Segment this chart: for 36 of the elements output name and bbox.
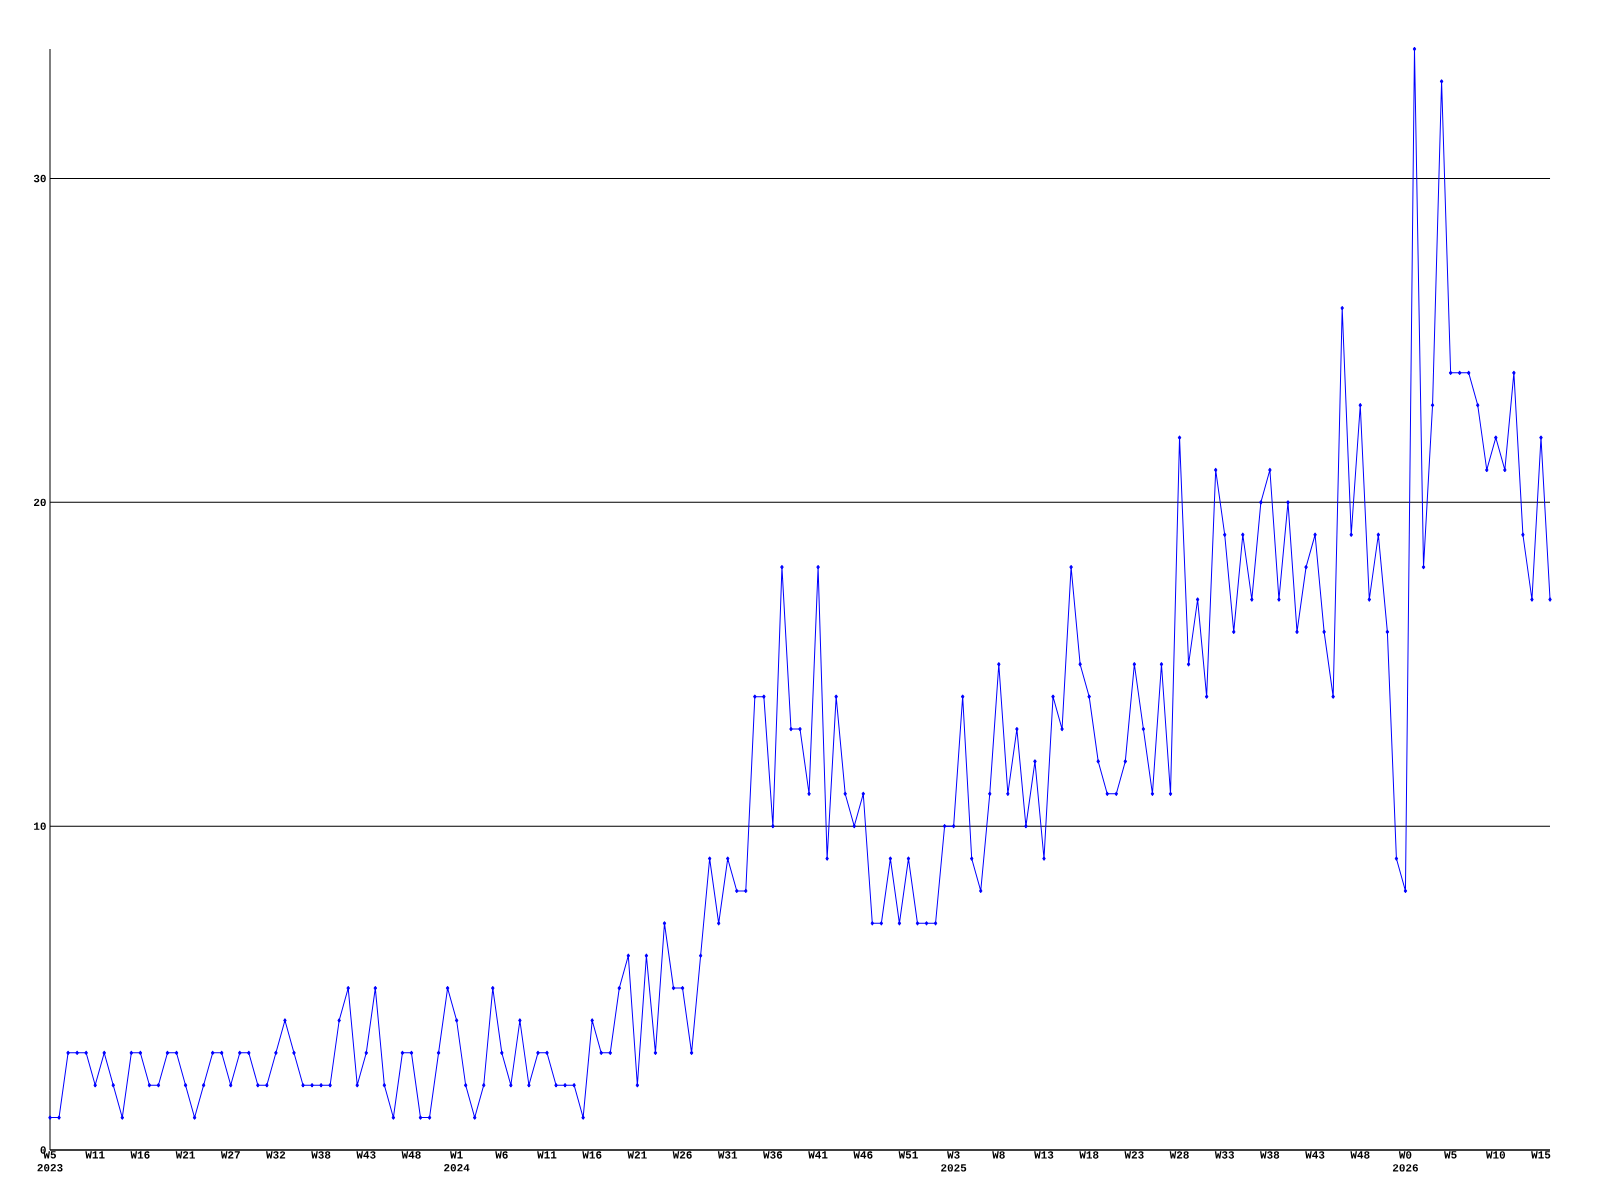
x-tick-label: W43 [1305,1151,1325,1159]
x-tick-label: W38 [311,1151,331,1159]
x-tick-label: W6 [495,1151,508,1159]
x-tick-label: W3 2025 [941,1151,967,1172]
y-tick-label: 10 [34,822,46,830]
y-tick-label: 20 [33,498,46,507]
x-tick-label: W48 [401,1151,421,1159]
x-tick-label: W5 [1444,1151,1457,1159]
x-tick-label: W21 [175,1151,195,1159]
x-tick-label: W43 [356,1151,376,1159]
x-tick-label: W18 [1079,1151,1099,1159]
x-tick-label: W13 [1034,1151,1054,1159]
x-tick-label: W1 2024 [444,1151,470,1172]
x-tick-label: W48 [1350,1151,1370,1159]
x-tick-label: W11 [537,1151,557,1159]
x-tick-label: W36 [763,1151,783,1159]
x-tick-label: W27 [220,1151,240,1159]
x-tick-label: W21 [627,1151,647,1159]
x-tick-label: W26 [672,1151,692,1159]
x-tick-label: W16 [582,1151,602,1159]
y-tick-label: 30 [33,174,46,183]
x-tick-label: W0 2026 [1392,1151,1418,1172]
x-tick-label: W31 [717,1151,738,1159]
x-tick-label: W10 [1485,1151,1506,1159]
x-tick-label: W38 [1260,1151,1280,1159]
x-tick-label: W41 [808,1151,828,1159]
x-tick-label: W15 [1531,1151,1551,1159]
x-tick-label: W11 [85,1151,105,1159]
x-tick-label: W46 [853,1151,873,1159]
x-tick-label: W28 [1169,1151,1189,1159]
x-tick-label: W33 [1214,1151,1235,1159]
x-tick-label: W23 [1124,1151,1144,1159]
x-tick-label: W51 [898,1151,918,1159]
x-tick-label: W32 [266,1151,286,1159]
x-tick-label: W16 [130,1151,150,1159]
x-tick-label: W8 [992,1151,1005,1159]
